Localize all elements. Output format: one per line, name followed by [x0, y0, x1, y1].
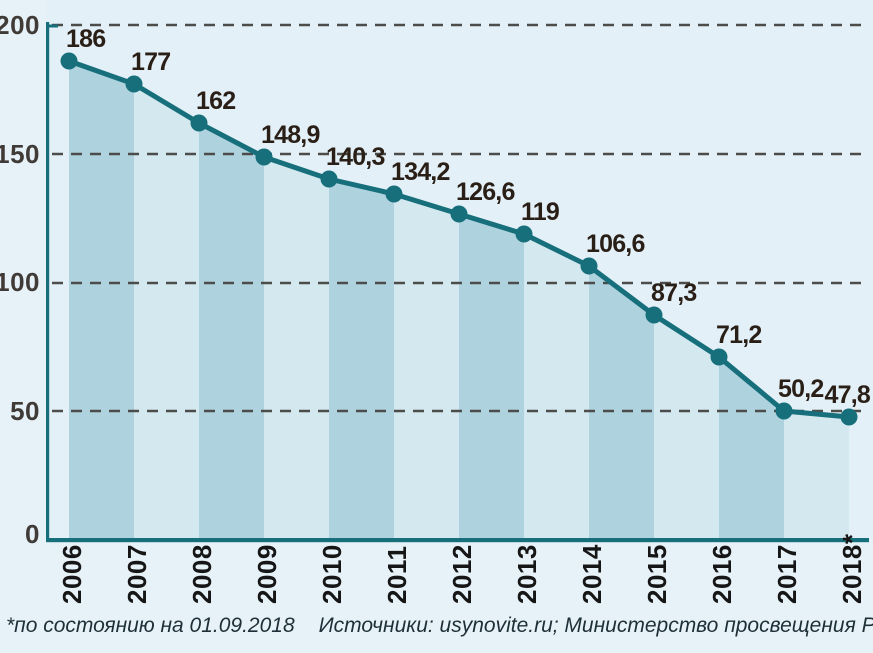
data-point	[580, 257, 598, 275]
data-point	[385, 185, 403, 203]
x-axis-baseline	[46, 538, 869, 543]
data-point	[60, 52, 78, 70]
y-tick-label: 50	[10, 396, 40, 426]
data-point-label: 87,3	[651, 279, 696, 307]
year-label: 2013	[512, 544, 542, 604]
year-label: 2014	[577, 544, 607, 604]
year-label: 2017	[772, 544, 802, 604]
area-stripe	[329, 179, 394, 540]
year-label: 2012	[447, 544, 477, 604]
x-axis-year-labels: 2006 2007 2008 2009 2010 2011 2012 2013 …	[57, 533, 867, 604]
data-point-label: 106,6	[586, 230, 645, 258]
chart-canvas: 186 177 162 148,9 140,3 134,2 126,6 119 …	[0, 10, 872, 604]
area-stripe	[69, 61, 134, 540]
year-label: 2018*	[837, 533, 867, 604]
y-axis-line	[46, 22, 50, 540]
y-tick-label: 200	[0, 10, 40, 40]
year-label: 2011	[382, 546, 412, 604]
footnote: *по состоянию на 01.09.2018 Источники: us…	[6, 614, 873, 638]
footnote-sources: Источники: usynovite.ru; Министерство пр…	[318, 614, 873, 637]
data-point-label: 126,6	[456, 178, 515, 206]
data-point	[710, 348, 728, 366]
data-point-labels: 186 177 162 148,9 140,3 134,2 126,6 119 …	[66, 25, 872, 409]
year-label: 2006	[57, 544, 87, 604]
year-label: 2010	[317, 544, 347, 604]
area-stripe	[524, 234, 589, 540]
year-label: 2015	[642, 544, 672, 604]
data-point	[515, 225, 533, 243]
gridlines	[52, 23, 867, 413]
data-point-label: 47,8	[825, 381, 871, 409]
data-point-label: 119	[521, 198, 559, 226]
y-axis-tick-labels: 200 150 100 50 0	[0, 10, 40, 549]
footnote-note: *по состоянию на 01.09.2018	[6, 614, 295, 637]
year-label: 2009	[252, 544, 282, 604]
data-point-label: 162	[196, 87, 235, 115]
data-point-label: 134,2	[391, 158, 450, 186]
data-point-label: 177	[131, 48, 170, 76]
area-stripe	[394, 194, 459, 540]
data-point	[645, 306, 663, 324]
data-points	[60, 52, 858, 426]
y-tick-label: 100	[0, 267, 40, 297]
year-label: 2016	[707, 544, 737, 604]
data-point-label: 186	[66, 25, 105, 53]
data-point	[450, 205, 468, 223]
data-point	[320, 170, 338, 188]
y-tick-label: 150	[0, 139, 40, 169]
data-point	[840, 408, 858, 426]
data-point	[775, 402, 793, 420]
data-point	[255, 148, 273, 166]
data-point-label: 148,9	[261, 121, 320, 149]
data-point	[190, 114, 208, 132]
area-stripe	[719, 357, 784, 540]
data-point-label: 71,2	[716, 321, 761, 349]
area-stripe	[264, 157, 329, 540]
area-stripe	[654, 315, 719, 540]
area-stripe	[589, 266, 654, 540]
area-stripe	[134, 84, 199, 540]
area-stripe	[199, 123, 264, 540]
data-point-label: 140,3	[326, 143, 385, 171]
y-tick-label: 0	[25, 519, 40, 549]
data-point	[125, 75, 143, 93]
area-fill	[69, 61, 849, 540]
year-label: 2008	[187, 544, 217, 604]
area-stripe	[784, 411, 849, 540]
data-point-label: 50,2	[778, 375, 823, 403]
area-stripe	[459, 214, 524, 540]
year-label: 2007	[122, 544, 152, 604]
